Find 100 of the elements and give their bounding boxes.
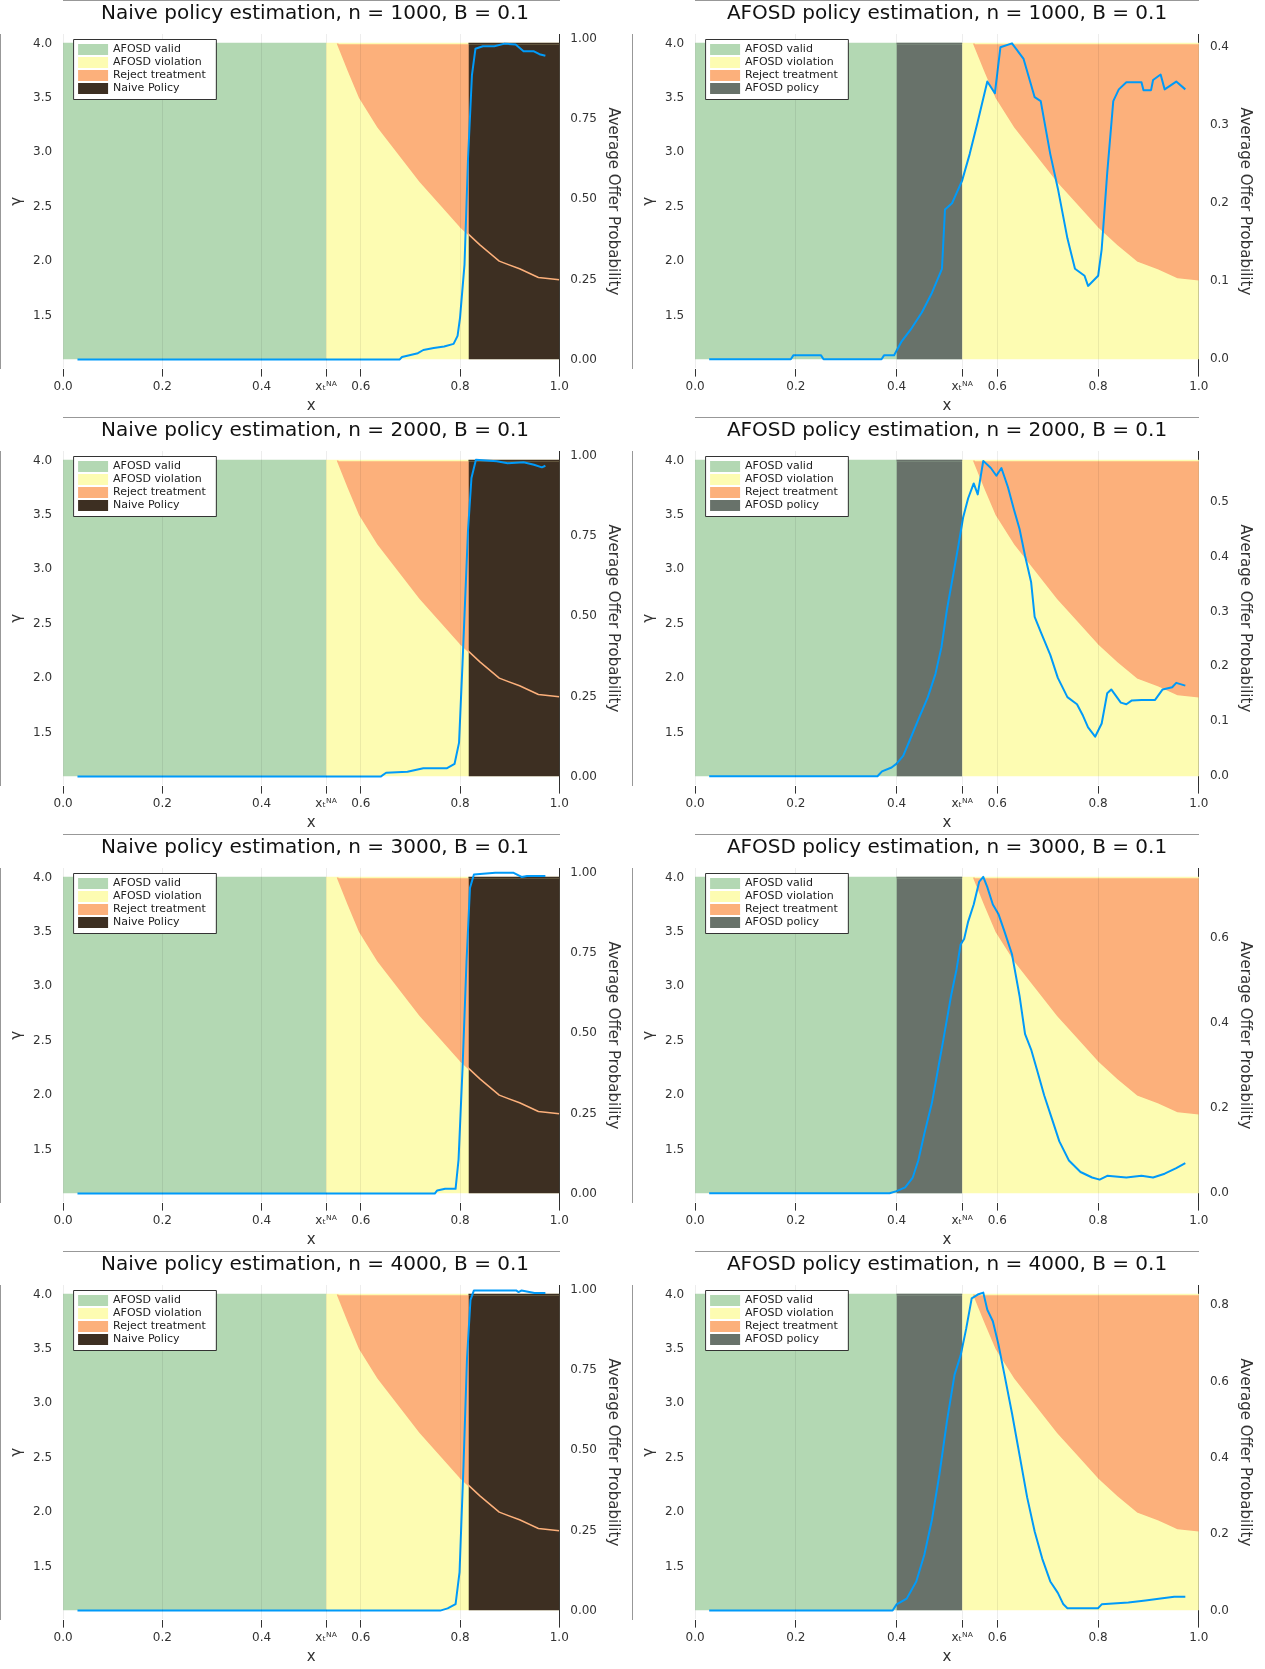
y-tick-label: 3.5 [664, 1341, 685, 1356]
y-tick-label: 2.0 [32, 1087, 53, 1102]
legend-label: AFOSD violation [113, 889, 202, 903]
y-tick-label: 4.0 [32, 1286, 53, 1301]
y2-tick-label: 0.1 [1209, 273, 1230, 288]
x-tick-label: 1.0 [1189, 795, 1209, 810]
y-tick-label: 3.5 [32, 90, 53, 105]
x-axis-title: x [942, 812, 952, 831]
y2-tick-label: 0.25 [570, 688, 597, 703]
x-tick-label: 0.6 [351, 378, 371, 393]
y2-tick-label: 0.00 [570, 351, 597, 366]
y2-axis-title: Average Offer Probability [1237, 524, 1256, 713]
x-tick-label: 0.2 [786, 1629, 806, 1644]
x-tick-label: 0.4 [252, 1629, 272, 1644]
legend-label: AFOSD policy [745, 81, 820, 95]
x-tick-label: 0.8 [1088, 1629, 1108, 1644]
y-tick-label: 2.5 [32, 1449, 53, 1464]
y-tick-label: 2.0 [32, 1504, 53, 1519]
x-tick-label: 1.0 [549, 378, 569, 393]
x-tick-label: 0.6 [987, 378, 1007, 393]
legend-label: Reject treatment [113, 902, 207, 916]
y2-tick-label: 0.0 [1209, 351, 1230, 366]
x-tick-label: 0.2 [786, 1212, 806, 1227]
y-tick-label: 1.5 [32, 724, 53, 739]
chart-title: AFOSD policy estimation, n = 2000, B = 0.1 [726, 417, 1168, 442]
x-tick-label: xₜᴺᴬ [315, 1212, 338, 1227]
y-tick-label: 1.5 [32, 1558, 53, 1573]
legend-label: AFOSD valid [113, 459, 181, 473]
chart-title: AFOSD policy estimation, n = 4000, B = 0.1 [726, 1251, 1168, 1276]
x-tick-label: 0.2 [152, 1629, 172, 1644]
y-tick-label: 2.0 [32, 670, 53, 685]
y-axis-title: γ [638, 613, 657, 623]
x-tick-label: 0.6 [351, 1629, 371, 1644]
y2-tick-label: 0.4 [1209, 39, 1230, 54]
y2-tick-label: 0.75 [570, 1362, 597, 1377]
x-tick-label: 0.4 [887, 1212, 907, 1227]
y-axis-title: γ [6, 1447, 25, 1457]
y-tick-label: 1.5 [664, 724, 685, 739]
y-tick-label: 3.0 [32, 561, 53, 576]
x-tick-label: xₜᴺᴬ [315, 378, 338, 393]
y-tick-label: 3.0 [664, 978, 685, 993]
x-tick-label: 0.0 [685, 795, 705, 810]
y2-tick-label: 0.50 [570, 191, 597, 206]
legend-label: AFOSD policy [745, 498, 820, 512]
x-tick-label: 0.0 [53, 1212, 73, 1227]
x-axis-title: x [306, 1229, 316, 1248]
legend-label: AFOSD violation [745, 889, 834, 903]
x-tick-label: 0.6 [351, 1212, 371, 1227]
y-tick-label: 4.0 [32, 869, 53, 884]
chart-title: Naive policy estimation, n = 4000, B = 0.1 [100, 1251, 530, 1276]
y2-axis-title: Average Offer Probability [1237, 941, 1256, 1130]
y-tick-label: 2.5 [664, 198, 685, 213]
x-tick-label: 0.4 [252, 795, 272, 810]
x-tick-label: 1.0 [549, 1212, 569, 1227]
x-axis-title: x [942, 395, 952, 414]
y-axis-title: γ [6, 196, 25, 206]
x-tick-label: 0.0 [685, 378, 705, 393]
legend-label: AFOSD valid [113, 42, 181, 56]
y2-tick-label: 0.4 [1209, 548, 1230, 563]
y2-tick-label: 1.00 [570, 30, 597, 45]
y2-tick-label: 1.00 [570, 1281, 597, 1296]
y-tick-label: 2.5 [664, 1449, 685, 1464]
legend-label: AFOSD valid [745, 1293, 813, 1307]
legend-label: AFOSD violation [113, 472, 202, 486]
y2-tick-label: 0.0 [1209, 768, 1230, 783]
y-tick-label: 3.0 [32, 1395, 53, 1410]
legend-label: AFOSD valid [113, 876, 181, 890]
legend-label: Naive Policy [113, 915, 181, 929]
x-tick-label: xₜᴺᴬ [315, 1629, 338, 1644]
legend-label: AFOSD violation [745, 472, 834, 486]
y-tick-label: 3.5 [664, 90, 685, 105]
y-tick-label: 3.0 [664, 1395, 685, 1410]
y-tick-label: 3.5 [664, 507, 685, 522]
x-tick-label: xₜᴺᴬ [951, 795, 974, 810]
x-tick-label: 1.0 [549, 795, 569, 810]
y-tick-label: 3.5 [32, 507, 53, 522]
legend-label: AFOSD valid [113, 1293, 181, 1307]
y-tick-label: 1.5 [664, 307, 685, 322]
legend-label: AFOSD violation [113, 1306, 202, 1320]
y2-tick-label: 0.75 [570, 528, 597, 543]
y-tick-label: 1.5 [32, 307, 53, 322]
y2-tick-label: 0.25 [570, 1522, 597, 1537]
x-tick-label: 0.0 [685, 1629, 705, 1644]
x-tick-label: xₜᴺᴬ [951, 1629, 974, 1644]
y-tick-label: 2.5 [32, 1032, 53, 1047]
legend-label: Naive Policy [113, 1332, 181, 1346]
chart-title: Naive policy estimation, n = 1000, B = 0.1 [100, 0, 530, 25]
y2-tick-label: 0.5 [1209, 493, 1230, 508]
chart-title: Naive policy estimation, n = 2000, B = 0.1 [100, 417, 530, 442]
x-axis-title: x [942, 1646, 952, 1665]
legend-label: Reject treatment [745, 902, 839, 916]
x-tick-label: 1.0 [1189, 1212, 1209, 1227]
x-tick-label: 1.0 [1189, 378, 1209, 393]
y-tick-label: 2.5 [32, 198, 53, 213]
x-tick-label: 0.6 [987, 1212, 1007, 1227]
x-axis-title: x [306, 395, 316, 414]
y-tick-label: 1.5 [664, 1141, 685, 1156]
y-tick-label: 4.0 [664, 35, 685, 50]
y-tick-label: 4.0 [664, 452, 685, 467]
x-tick-label: 0.0 [53, 378, 73, 393]
